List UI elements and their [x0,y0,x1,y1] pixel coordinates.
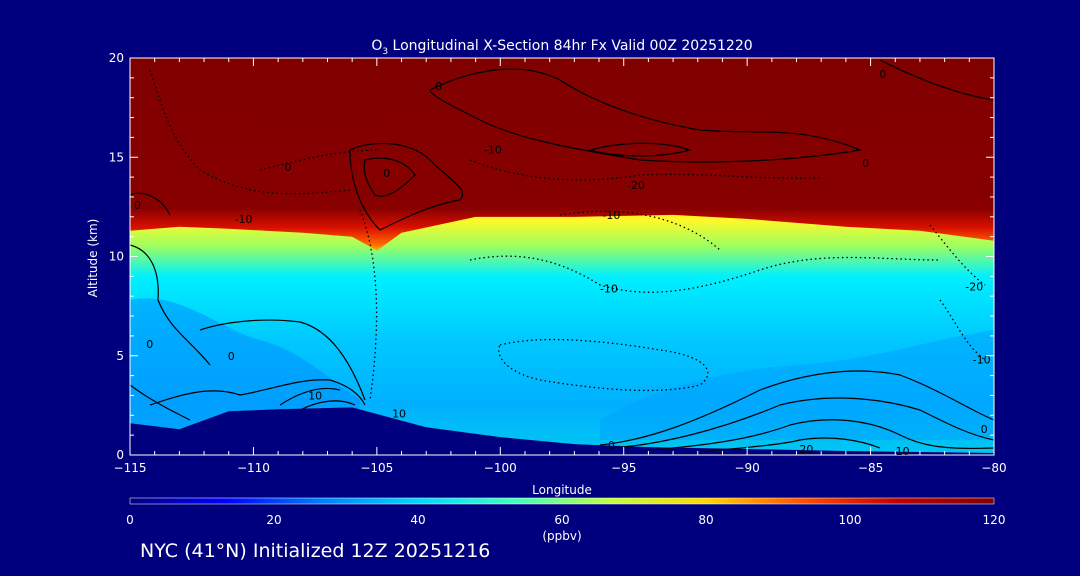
contour-label: 0 [608,439,615,452]
init-caption: NYC (41°N) Initialized 12Z 20251216 [140,540,491,562]
contour-dotted [939,299,986,361]
colorbar-tick-label: 60 [554,513,569,527]
contour-solid [130,192,171,216]
contour-solid [599,370,994,446]
contour-solid [587,142,693,157]
contour-lines [130,59,994,453]
contour-solid [649,419,994,451]
low-ozone-blob-east [600,330,994,440]
contour-solid [130,244,211,421]
contour-label: 0 [862,157,869,170]
contour-label: 0 [134,199,141,212]
x-tick-label: −95 [611,461,636,475]
x-axis: −115 −110 −105 −100 −95 −90 −85 −80 [114,58,1007,475]
contour-dotted [498,338,709,392]
contour-label: -10 [235,213,253,226]
x-axis-label: Longitude [532,483,592,497]
contour-label: 0 [879,68,886,81]
contour-solid [349,142,464,231]
x-tick-label: −100 [484,461,517,475]
colorbar-tick-label: 120 [983,513,1006,527]
contour-label: 20 [799,443,813,456]
contour-label: 0 [228,350,235,363]
x-tick-label: −85 [858,461,883,475]
contour-label-group: 0 0 -10 0 0 -20 0 -10 -10 0 -10 -20 0 0 -10 10 10 0 20 10 0 [134,68,991,458]
contour-label: 0 [146,338,153,351]
y-tick-label: 10 [109,250,124,264]
contour-label: 10 [392,407,406,420]
x-tick-label: −110 [237,461,270,475]
plot-area [130,58,994,455]
contour-dotted [149,69,351,195]
x-tick-label: −90 [734,461,759,475]
x-tick-label: −105 [360,461,393,475]
y-tick-label: 20 [109,51,124,65]
contour-solid [699,437,881,453]
colorbar-tick-label: 20 [266,513,281,527]
contour-lines-negative [149,69,986,401]
y-tick-label: 15 [109,150,124,164]
contour-label: -10 [973,354,991,367]
contour-solid [279,387,356,411]
contour-solid [363,157,416,197]
chart-title: O3 Longitudinal X-Section 84hr Fx Valid … [371,38,752,57]
colorbar-tick-label: 80 [698,513,713,527]
colorbar [130,498,994,504]
low-ozone-blob [130,298,360,440]
colorbar-ticks: 0 20 40 60 80 100 120 [126,513,1005,527]
contour-label: -10 [602,209,620,222]
contour-dotted [469,159,821,181]
colorbar-tick-label: 100 [839,513,862,527]
y-axis-label: Altitude (km) [86,219,100,298]
contour-solid [879,59,994,101]
contour-solid [199,319,366,401]
x-tick-label: −80 [981,461,1006,475]
contour-label: -10 [484,143,502,156]
contour-label: 10 [896,445,910,458]
contour-label: 10 [308,389,322,402]
contour-label: -20 [627,179,645,192]
contour-solid [429,68,863,163]
contour-solid [149,379,366,406]
contour-label: 0 [284,161,291,174]
contour-dotted [929,224,986,286]
contour-dotted [359,209,378,401]
contour-solid [609,397,994,449]
contour-dotted [469,255,941,293]
stratosphere-field [130,58,994,251]
contour-label: 0 [383,167,390,180]
x-tick-label: −115 [114,461,147,475]
contour-dotted [259,149,381,171]
colorbar-frame [129,497,995,505]
contour-label: -20 [965,280,983,293]
y-tick-label: 5 [116,349,124,363]
colorbar-tick-label: 40 [410,513,425,527]
terrain-mask [130,407,994,455]
contour-label: 0 [435,80,442,93]
colorbar-tick-label: 0 [126,513,134,527]
y-tick-label: 0 [116,448,124,462]
colorbar-label: (ppbv) [542,529,581,543]
y-axis: 0 5 10 15 20 [109,51,994,462]
contour-label: 0 [981,423,988,436]
contour-label: -10 [600,282,618,295]
